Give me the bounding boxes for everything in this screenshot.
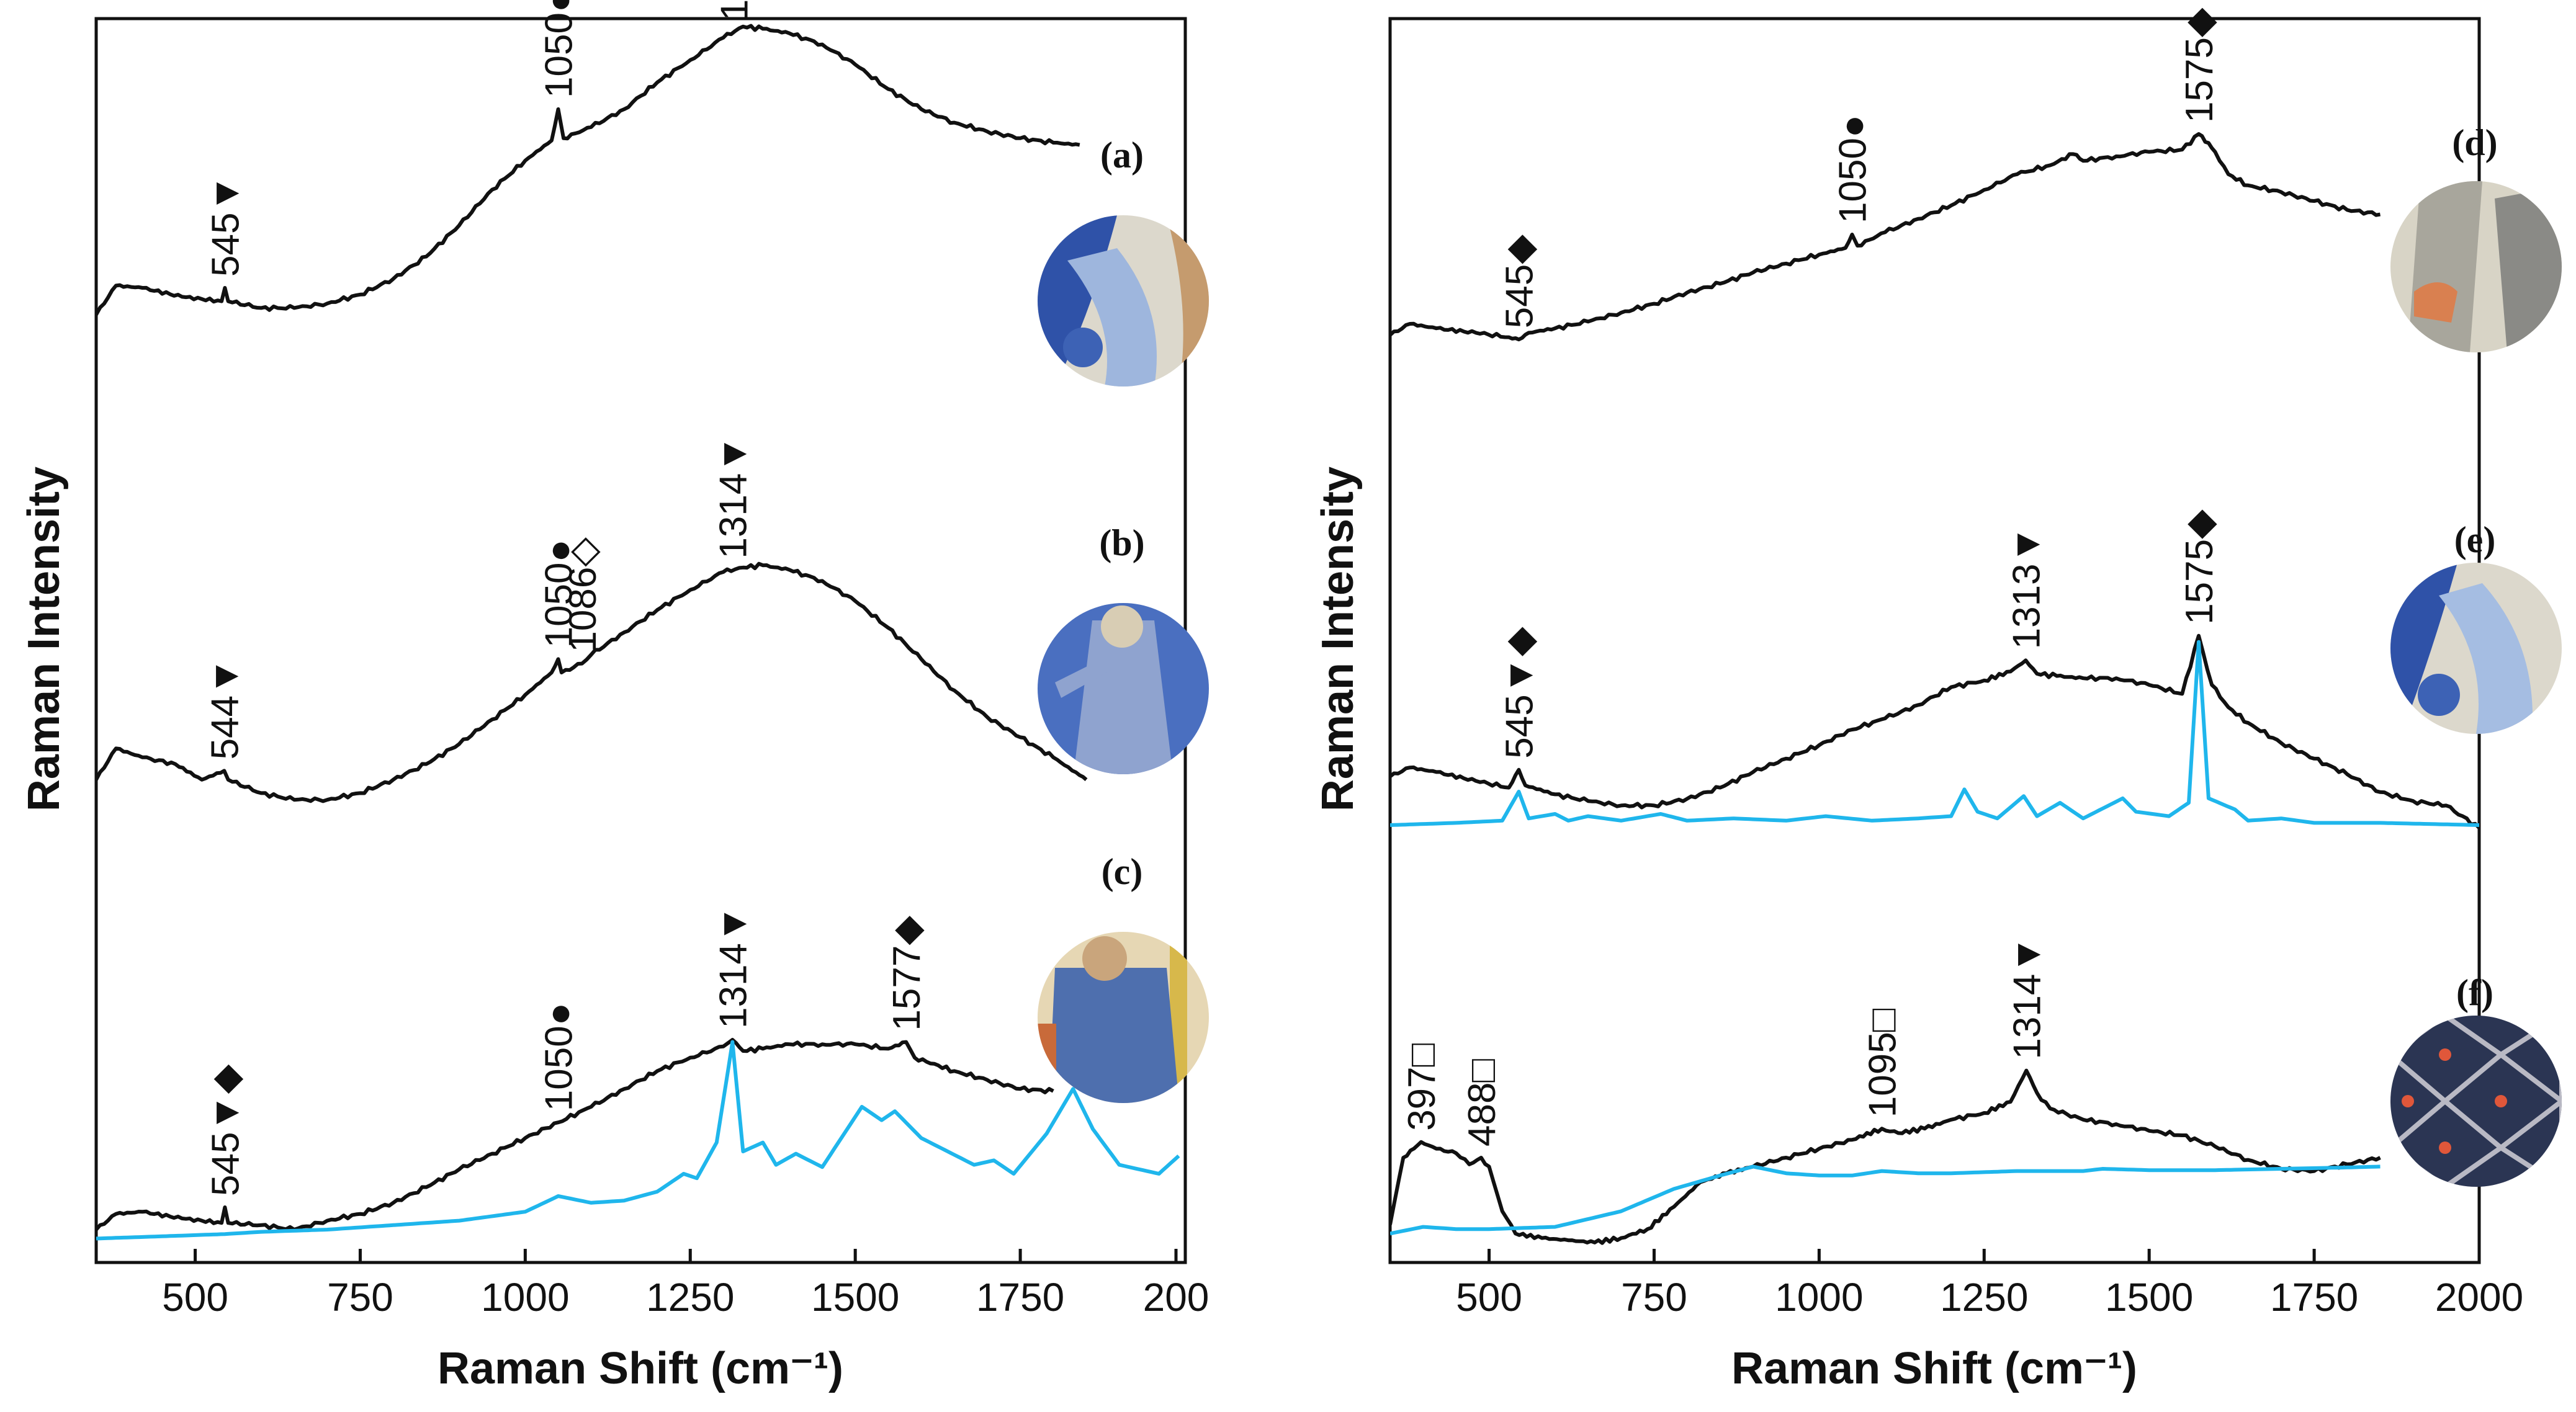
x-tick-label: 200 [1143, 1275, 1209, 1320]
x-tick-label: 1000 [481, 1275, 569, 1320]
right-y-axis-title: Raman Intensity [1313, 467, 1363, 811]
peak-label-b-1314: 1314▼ [712, 435, 755, 558]
right-x-ticks: 500 750 1000 1250 1500 1750 2000 [1456, 1249, 2523, 1320]
inset-image-f [2390, 1016, 2562, 1187]
peak-label-e-1313: 1313▼ [2005, 525, 2048, 649]
left-x-axis-title: Raman Shift (cm⁻¹) [438, 1344, 843, 1393]
panel-label-e: (e) [2454, 519, 2496, 560]
peak-value: 1575◆ [2178, 509, 2221, 625]
right-panel-labels: (d) (e) (f) [2452, 122, 2497, 1013]
peak-value: 397□ [1401, 1043, 1443, 1130]
peak-value: 1577◆ [886, 916, 928, 1031]
x-tick-label: 1500 [2105, 1275, 2193, 1320]
spectrum-e [1390, 633, 2479, 829]
spectrum-c-ref [96, 1040, 1180, 1241]
peak-value: 1316▼ [714, 0, 756, 20]
peak-label-a-1316: 1316▼ [714, 0, 756, 20]
peak-value: 1086◇ [562, 537, 604, 653]
peak-value: 1050● [538, 1003, 581, 1111]
panel-label-d: (d) [2452, 122, 2497, 163]
peak-label-d-545: 545◆ [1498, 235, 1541, 328]
inset-image-a [1038, 215, 1209, 387]
peak-label-d-1050: 1050● [1832, 115, 1875, 223]
left-plot-frame [94, 17, 1187, 1264]
peak-value: 545◆ [1498, 235, 1541, 328]
left-panel: 500 750 1000 1250 1500 1750 200 Raman Intensit… [19, 0, 1209, 1393]
peak-label-b-1050: 1050● [538, 539, 581, 648]
peak-value: 1050● [1832, 115, 1875, 223]
panel-label-f: (f) [2456, 972, 2493, 1013]
x-tick-label: 1750 [2270, 1275, 2358, 1320]
x-tick-label: 1250 [646, 1275, 734, 1320]
x-tick-label: 750 [1621, 1275, 1687, 1320]
panel-label-c: (c) [1102, 851, 1143, 892]
right-x-axis-title: Raman Shift (cm⁻¹) [1731, 1344, 2137, 1393]
left-y-axis-title: Raman Intensity [19, 467, 69, 811]
spectrum-e-ref [1390, 640, 2479, 827]
peak-label-f-397: 397□ [1401, 1043, 1443, 1130]
panel-label-a: (a) [1100, 135, 1144, 176]
x-tick-label: 500 [162, 1275, 228, 1320]
peak-label-f-488: 488□ [1461, 1059, 1504, 1146]
x-tick-label: 750 [327, 1275, 393, 1320]
peak-label-f-1314: 1314▼ [2006, 936, 2049, 1059]
x-tick-label: 1500 [811, 1275, 899, 1320]
peak-label-c-1050: 1050● [538, 1003, 581, 1111]
peak-label-f-1095: 1095□ [1861, 1008, 1904, 1117]
peak-value: 488□ [1461, 1059, 1504, 1146]
peak-label-c-545: 545▼◆ [204, 1064, 247, 1196]
peak-label-c-1314: 1314▼ [712, 905, 755, 1029]
spectrum-b [96, 561, 1088, 803]
x-tick-label: 500 [1456, 1275, 1522, 1320]
peak-label-b-1086: 1086◇ [562, 537, 604, 653]
spectrum-d [1390, 132, 2381, 342]
peak-value: 545▼◆ [1498, 627, 1541, 759]
peak-value: 1313▼ [2005, 525, 2048, 649]
peak-label-b-544: 544▼ [204, 658, 246, 760]
inset-image-b [1038, 603, 1209, 774]
left-spectra [96, 24, 1180, 1241]
panel-label-b: (b) [1099, 522, 1144, 563]
peak-value: 1314▼ [2006, 936, 2049, 1059]
peak-label-d-1575: 1575◆ [2178, 7, 2221, 123]
inset-image-e [2390, 563, 2562, 734]
peak-value: 545▼◆ [204, 1064, 247, 1196]
right-spectra [1390, 132, 2479, 1245]
right-panel: 500 750 1000 1250 1500 1750 2000 Raman Intensi… [1313, 7, 2562, 1393]
right-peak-labels: 545◆ 1050● 1575◆ 545▼◆ 1313▼ 1575◆ 397□ 488□ 109… [1401, 7, 2221, 1146]
peak-value: 1314▼ [712, 435, 755, 558]
peak-value: 544▼ [204, 658, 246, 760]
left-peak-labels: 545▼1050●1316▼544▼1050●1086◇1314▼545▼◆10… [204, 0, 928, 1196]
peak-value: 1575◆ [2178, 7, 2221, 123]
peak-label-c-1577: 1577◆ [886, 916, 928, 1031]
x-tick-label: 2000 [2435, 1275, 2523, 1320]
right-plot-frame [1388, 17, 2481, 1264]
peak-value: 1050● [538, 539, 581, 648]
spectrum-f-ref [1390, 1164, 2381, 1236]
inset-image-c [1038, 932, 1209, 1103]
peak-label-e-1575: 1575◆ [2178, 509, 2221, 625]
peak-label-e-545: 545▼◆ [1498, 627, 1541, 759]
peak-value: 1095□ [1861, 1008, 1904, 1117]
peak-value: 1050● [538, 0, 581, 98]
inset-image-d [2390, 181, 2562, 352]
x-tick-label: 1000 [1775, 1275, 1863, 1320]
peak-label-a-545: 545▼ [204, 174, 247, 277]
spectrum-c [96, 1038, 1054, 1231]
peak-label-a-1050: 1050● [538, 0, 581, 98]
left-x-ticks: 500 750 1000 1250 1500 1750 200 [162, 1249, 1209, 1320]
x-tick-label: 1250 [1940, 1275, 2028, 1320]
left-panel-labels: (a) (b) (c) [1099, 135, 1144, 892]
spectrum-a [96, 24, 1080, 316]
x-tick-label: 1750 [976, 1275, 1064, 1320]
spectrum-f [1390, 1068, 2381, 1245]
peak-value: 545▼ [204, 174, 247, 277]
peak-value: 1314▼ [712, 905, 755, 1029]
